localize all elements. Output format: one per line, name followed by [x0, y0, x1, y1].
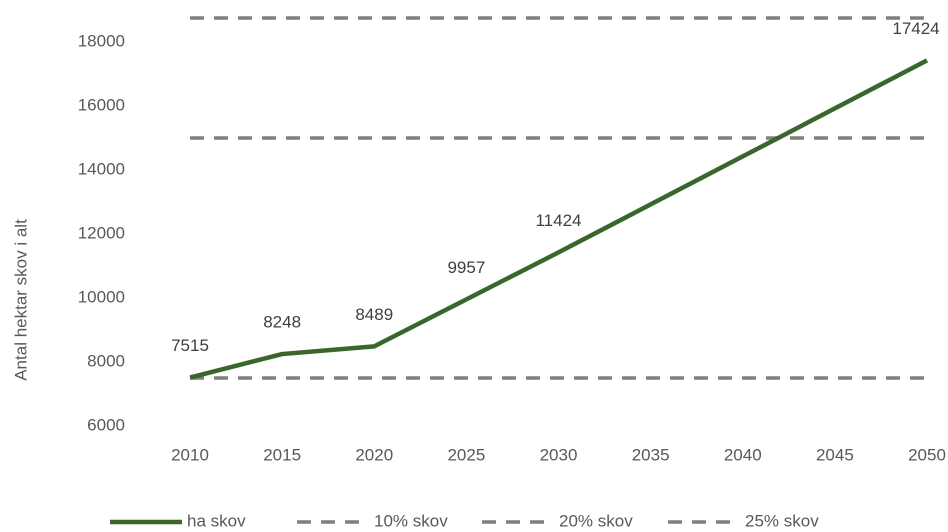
data-label: 8489: [355, 305, 393, 324]
data-label: 9957: [447, 258, 485, 277]
data-label: 7515: [171, 336, 209, 355]
legend-label: 20% skov: [559, 511, 633, 530]
legend-label: 10% skov: [374, 511, 448, 530]
x-tick-label: 2025: [447, 445, 485, 464]
y-tick-label: 10000: [78, 287, 125, 306]
y-tick-label: 12000: [78, 223, 125, 242]
x-tick-label: 2030: [540, 445, 578, 464]
data-label: 8248: [263, 313, 301, 332]
legend-label: 25% skov: [745, 511, 819, 530]
line-series: [189, 58, 929, 380]
y-tick-label: 18000: [78, 31, 125, 50]
x-tick-label: 2015: [263, 445, 301, 464]
data-label: 11424: [535, 211, 581, 230]
x-tick-label: 2040: [724, 445, 762, 464]
y-tick-label: 16000: [78, 95, 125, 114]
data-label: 17424: [892, 19, 939, 38]
y-tick-label: 6000: [87, 415, 125, 434]
x-tick-label: 2045: [816, 445, 854, 464]
legend-label: ha skov: [187, 511, 246, 530]
x-tick-label: 2010: [171, 445, 209, 464]
y-tick-label: 14000: [78, 159, 125, 178]
y-tick-label: 8000: [87, 351, 125, 370]
x-tick-label: 2020: [355, 445, 393, 464]
x-tick-label: 2050: [908, 445, 946, 464]
x-tick-label: 2035: [632, 445, 670, 464]
y-axis-label: Antal hektar skov i alt: [11, 219, 30, 381]
